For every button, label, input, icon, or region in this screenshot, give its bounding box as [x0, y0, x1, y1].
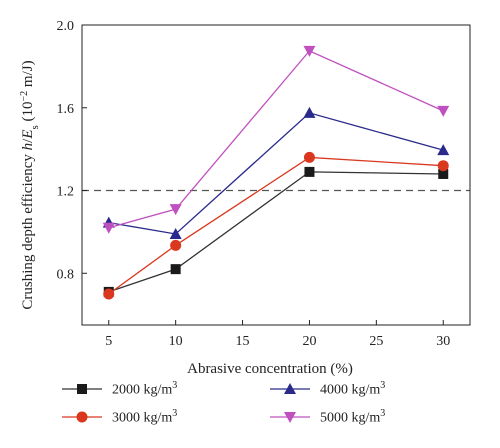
y-axis-title-exp: −2	[19, 91, 30, 102]
data-point	[303, 45, 316, 57]
legend-label: 4000 kg/m3	[320, 380, 386, 398]
y-tick-label: 1.2	[57, 185, 75, 200]
data-point	[304, 166, 315, 177]
plot-frame	[81, 24, 471, 326]
x-tick-label: 10	[169, 334, 183, 349]
legend-swatch	[62, 384, 102, 395]
x-tick-label: 25	[369, 334, 383, 349]
legend-item: 4000 kg/m3	[268, 380, 385, 399]
y-axis-title-unit-post: m/J)	[20, 60, 36, 90]
legend-swatch	[62, 411, 102, 423]
x-tick-label: 30	[436, 334, 450, 349]
chart-legend: 2000 kg/m3 3000 kg/m3 4000 kg/m3 5000 kg/m3	[60, 380, 460, 440]
data-point	[437, 105, 450, 117]
legend-item: 2000 kg/m3	[60, 380, 177, 399]
data-point	[169, 204, 182, 216]
data-point	[437, 144, 450, 156]
y-tick-label: 2.0	[57, 19, 75, 34]
legend-label: 5000 kg/m3	[320, 408, 386, 426]
x-tick-label: 5	[105, 334, 112, 349]
data-point	[103, 288, 115, 300]
data-point	[303, 151, 315, 163]
legend-swatch	[270, 383, 310, 395]
y-tick-label: 0.8	[57, 267, 75, 282]
legend-label: 2000 kg/m3	[112, 380, 178, 398]
y-axis-title-sub: s	[29, 125, 41, 129]
series-1	[103, 166, 449, 297]
data-point	[170, 239, 182, 251]
x-tick-label: 20	[302, 334, 316, 349]
series-line	[108, 156, 444, 295]
legend-item: 3000 kg/m3	[60, 408, 177, 427]
data-point	[170, 264, 181, 275]
axis-layer: 5 10 15 20 25 30 0.8 1.2 1.6 2.0	[57, 19, 451, 349]
data-point	[102, 222, 115, 234]
data-point	[303, 106, 316, 118]
data-point	[438, 168, 449, 179]
y-axis-title-e: E	[20, 129, 36, 139]
y-axis-title: Crushing depth efficiency h/Es (10−2 m/J…	[19, 60, 42, 309]
legend-swatch	[270, 412, 310, 424]
data-point	[169, 227, 182, 239]
y-axis-title-h: h	[20, 143, 36, 151]
legend-item: 5000 kg/m3	[268, 408, 385, 427]
data-point	[437, 160, 449, 172]
y-axis-title-main: Crushing depth efficiency	[20, 150, 36, 309]
series-line	[108, 112, 444, 235]
series-line	[108, 171, 444, 293]
y-axis-title-unit-pre: (10	[20, 101, 36, 125]
line-chart: 5 10 15 20 25 30 0.8 1.2 1.6 2.0 Abrasive concent…	[19, 19, 471, 377]
series-layer	[102, 45, 450, 300]
x-tick-label: 15	[236, 334, 250, 349]
series-line	[108, 50, 444, 229]
series-2	[103, 151, 449, 300]
x-axis-title: Abrasive concentration (%)	[187, 361, 353, 377]
y-tick-label: 1.6	[57, 102, 75, 117]
series-4	[102, 45, 450, 234]
legend-label: 3000 kg/m3	[112, 408, 178, 426]
